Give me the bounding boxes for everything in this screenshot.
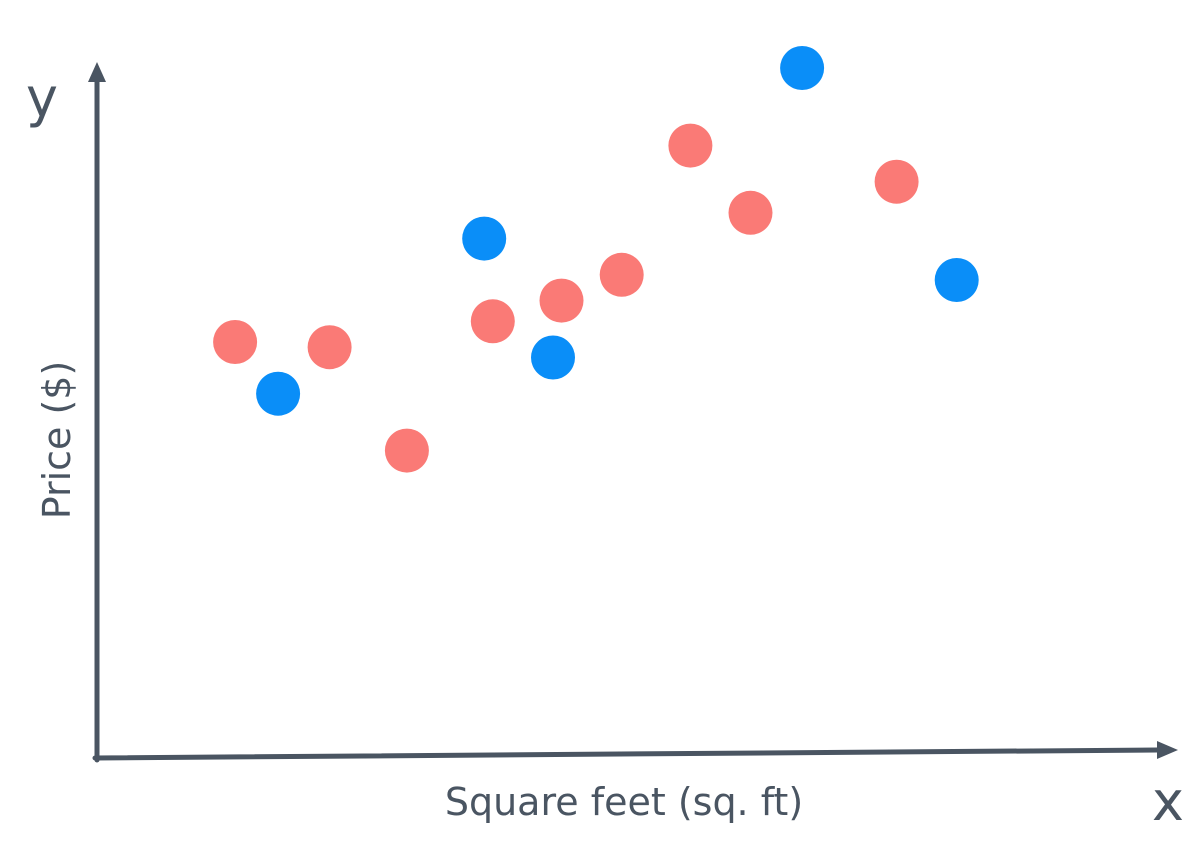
data-point-series-2-3 xyxy=(531,335,575,380)
data-point-series-1-4 xyxy=(470,299,515,344)
data-point-series-1-5 xyxy=(539,278,584,323)
data-point-series-1-8 xyxy=(728,190,773,235)
data-point-series-1-6 xyxy=(599,252,644,297)
data-point-series-2-2 xyxy=(462,216,507,261)
data-point-series-2-5 xyxy=(934,258,979,302)
data-point-series-2-4 xyxy=(780,46,825,90)
x-axis-line xyxy=(92,747,1161,761)
x-axis-arrowhead xyxy=(1157,741,1178,759)
x-axis-title: Square feet (sq. ft) xyxy=(445,780,803,824)
x-axis-letter: x xyxy=(1152,770,1184,833)
data-points xyxy=(213,46,979,473)
data-point-series-1-7 xyxy=(668,123,713,168)
y-axis-title: Price ($) xyxy=(35,361,79,520)
data-point-series-1-1 xyxy=(213,320,258,364)
data-point-series-1-9 xyxy=(874,159,919,204)
data-point-series-1-3 xyxy=(384,428,429,473)
data-point-series-2-1 xyxy=(256,371,301,416)
axes xyxy=(88,62,1178,763)
y-axis-arrowhead xyxy=(88,62,106,82)
y-axis-letter: y xyxy=(26,66,58,129)
data-point-series-1-2 xyxy=(307,325,352,370)
